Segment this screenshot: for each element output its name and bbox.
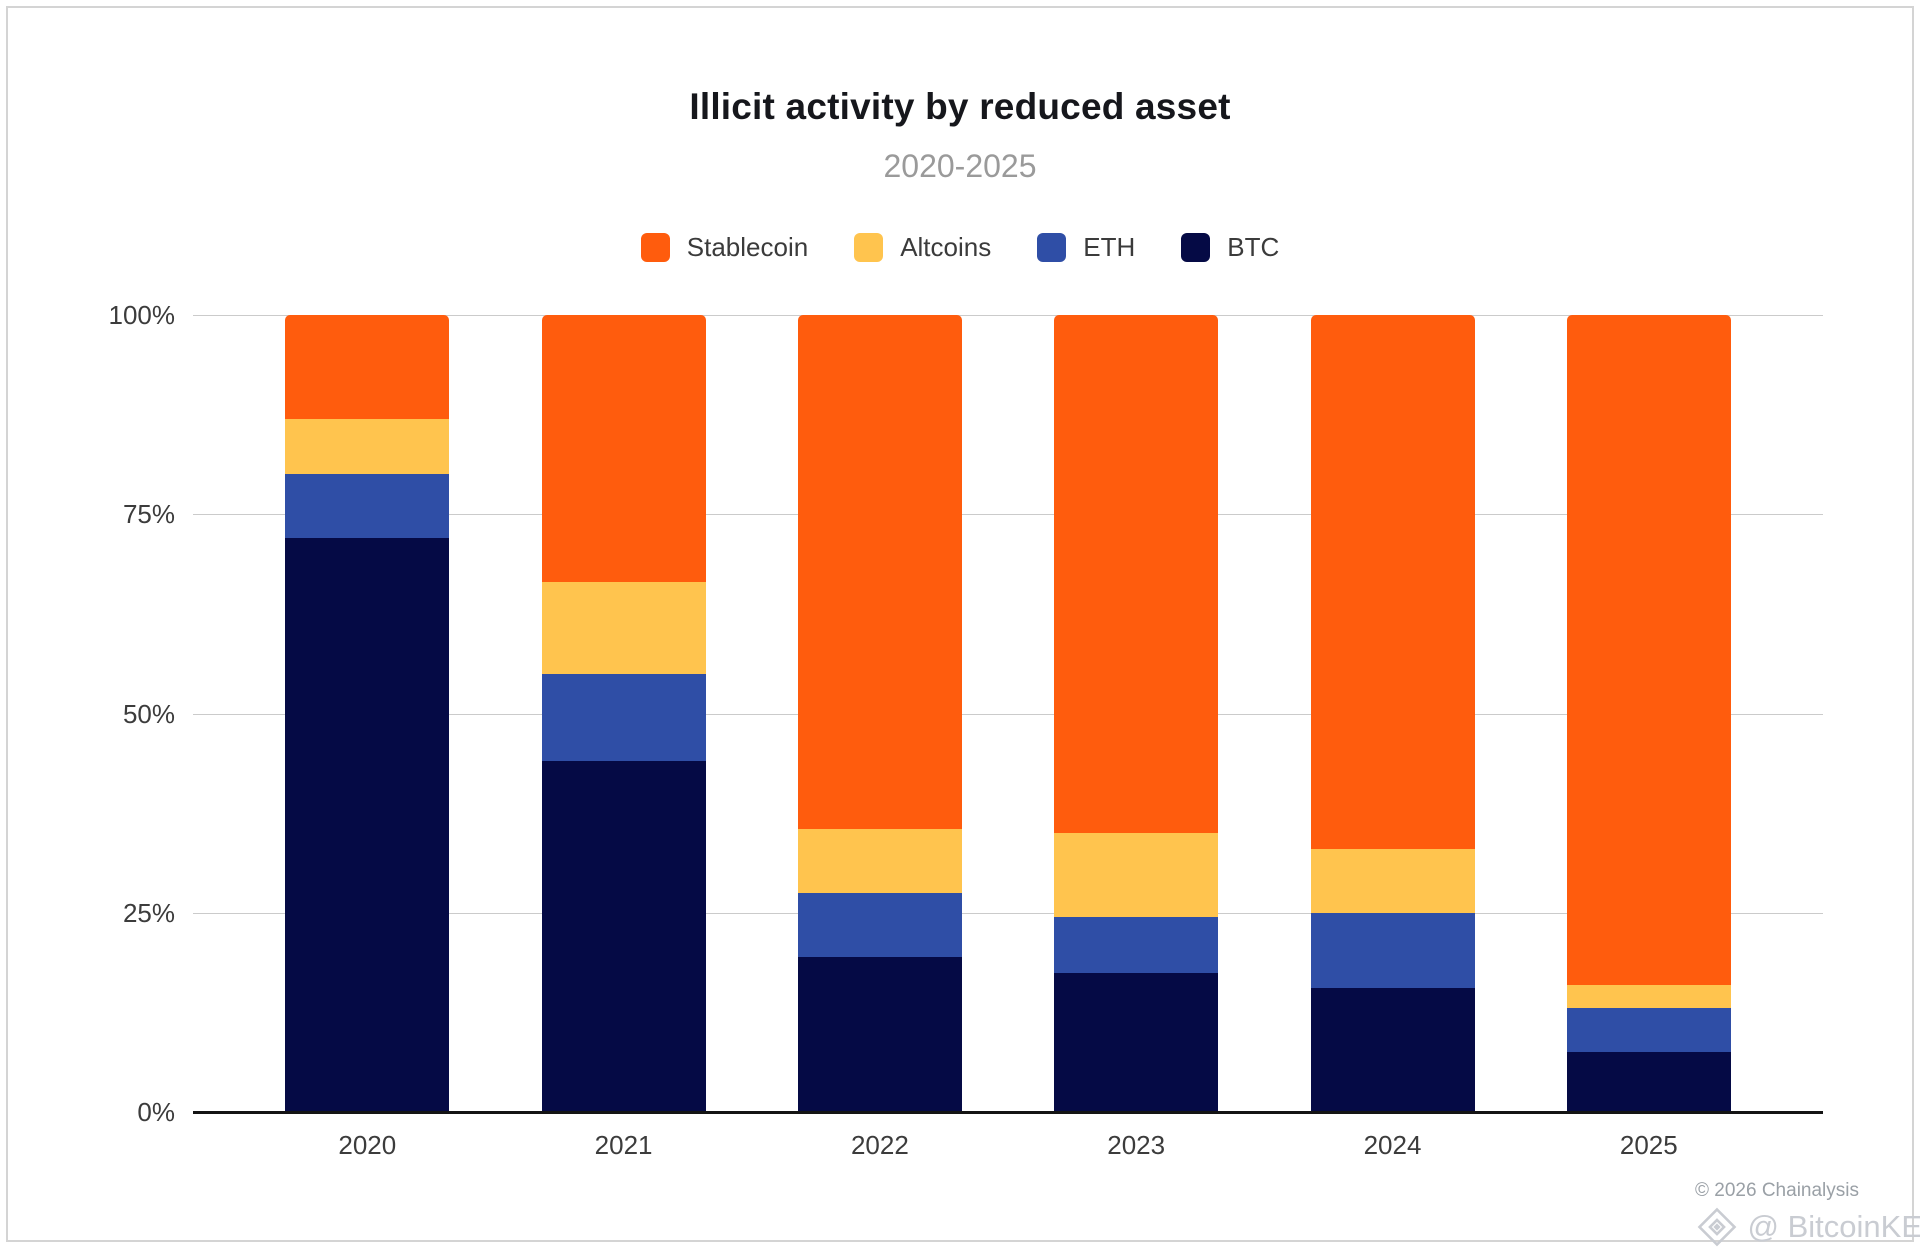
x-axis-label-2021: 2021 — [594, 1130, 653, 1160]
bar-segment-btc-2025 — [1566, 1052, 1731, 1112]
legend-label: ETH — [1083, 232, 1136, 262]
bar-segment-stablecoin-2021 — [541, 315, 706, 583]
watermark: @ BitcoinKE — [1696, 1206, 1920, 1248]
x-axis-label-2024: 2024 — [1363, 1130, 1422, 1160]
bitcoinke-logo-icon — [1697, 1207, 1736, 1247]
y-axis-label: 50% — [122, 698, 175, 729]
bar-segment-altcoins-2022 — [797, 829, 962, 893]
y-axis-label: 75% — [122, 499, 175, 530]
y-axis-label: 100% — [108, 300, 176, 330]
plot-area: 100% 75% 50% 25% 0% 2020 2021 2022 2023 2024 2025 — [109, 300, 1823, 1160]
copyright-text: © 2026 Chainalysis — [1695, 1180, 1859, 1201]
bar-segment-eth-2025 — [1566, 1008, 1731, 1053]
legend-item-altcoins: Altcoins — [854, 232, 991, 263]
bar-segment-altcoins-2023 — [1054, 833, 1219, 917]
gridline-50 — [193, 713, 1823, 715]
legend-label: Stablecoin — [686, 232, 809, 262]
bar-segment-altcoins-2020 — [285, 418, 450, 475]
x-axis-line — [193, 1111, 1823, 1114]
chart-subtitle: 2020-2025 — [883, 148, 1037, 184]
x-axis-label-2023: 2023 — [1107, 1130, 1166, 1160]
bar-segment-eth-2023 — [1054, 916, 1219, 973]
bar-segment-stablecoin-2024 — [1310, 315, 1475, 850]
watermark-text: @ BitcoinKE — [1747, 1209, 1920, 1244]
bar-segment-stablecoin-2025 — [1566, 315, 1731, 985]
legend-label: BTC — [1227, 232, 1280, 262]
bar-segment-stablecoin-2020 — [285, 315, 450, 419]
legend-swatch-btc — [1181, 233, 1211, 262]
bar-segment-stablecoin-2022 — [797, 315, 962, 830]
stacked-bar-2022 — [797, 315, 962, 1112]
bar-segment-altcoins-2024 — [1310, 849, 1475, 913]
chart-title: Illicit activity by reduced asset — [689, 86, 1231, 127]
bar-segment-altcoins-2025 — [1566, 984, 1731, 1009]
stacked-bar-2024 — [1310, 315, 1475, 1112]
bar-segment-stablecoin-2023 — [1054, 315, 1219, 834]
bar-segment-altcoins-2021 — [541, 582, 706, 674]
y-axis-label: 25% — [122, 897, 175, 928]
chart-card: Illicit activity by reduced asset 2020-2… — [6, 6, 1920, 1247]
bar-segment-btc-2020 — [285, 538, 450, 1112]
legend-item-btc: BTC — [1181, 232, 1279, 263]
legend-label: Altcoins — [900, 232, 992, 262]
bar-segment-eth-2021 — [541, 673, 706, 762]
stacked-bar-2023 — [1054, 315, 1219, 1112]
legend-swatch-stablecoin — [640, 233, 670, 262]
chart-legend: Stablecoin Altcoins ETH BTC — [8, 232, 1912, 263]
gridline-100 — [193, 315, 1823, 316]
bar-segment-btc-2024 — [1310, 988, 1475, 1112]
gridline-25 — [193, 912, 1823, 914]
bar-segment-btc-2021 — [541, 761, 706, 1112]
legend-item-stablecoin: Stablecoin — [640, 232, 809, 263]
stacked-bar-2020 — [285, 315, 450, 1112]
legend-swatch-eth — [1037, 233, 1067, 262]
x-axis-label-2025: 2025 — [1619, 1130, 1678, 1160]
bar-segment-btc-2023 — [1054, 972, 1219, 1112]
x-axis-label-2022: 2022 — [850, 1130, 909, 1160]
legend-swatch-altcoins — [854, 233, 884, 262]
bar-segment-eth-2024 — [1310, 912, 1475, 989]
stacked-bar-2021 — [541, 315, 706, 1112]
bar-segment-btc-2022 — [797, 956, 962, 1112]
bar-segment-eth-2020 — [285, 474, 450, 539]
bar-segment-eth-2022 — [797, 892, 962, 957]
x-axis-label-2020: 2020 — [338, 1130, 397, 1160]
stacked-bar-2025 — [1566, 315, 1731, 1112]
gridline-75 — [193, 514, 1823, 516]
y-axis-label: 0% — [137, 1097, 175, 1127]
legend-item-eth: ETH — [1037, 232, 1135, 263]
